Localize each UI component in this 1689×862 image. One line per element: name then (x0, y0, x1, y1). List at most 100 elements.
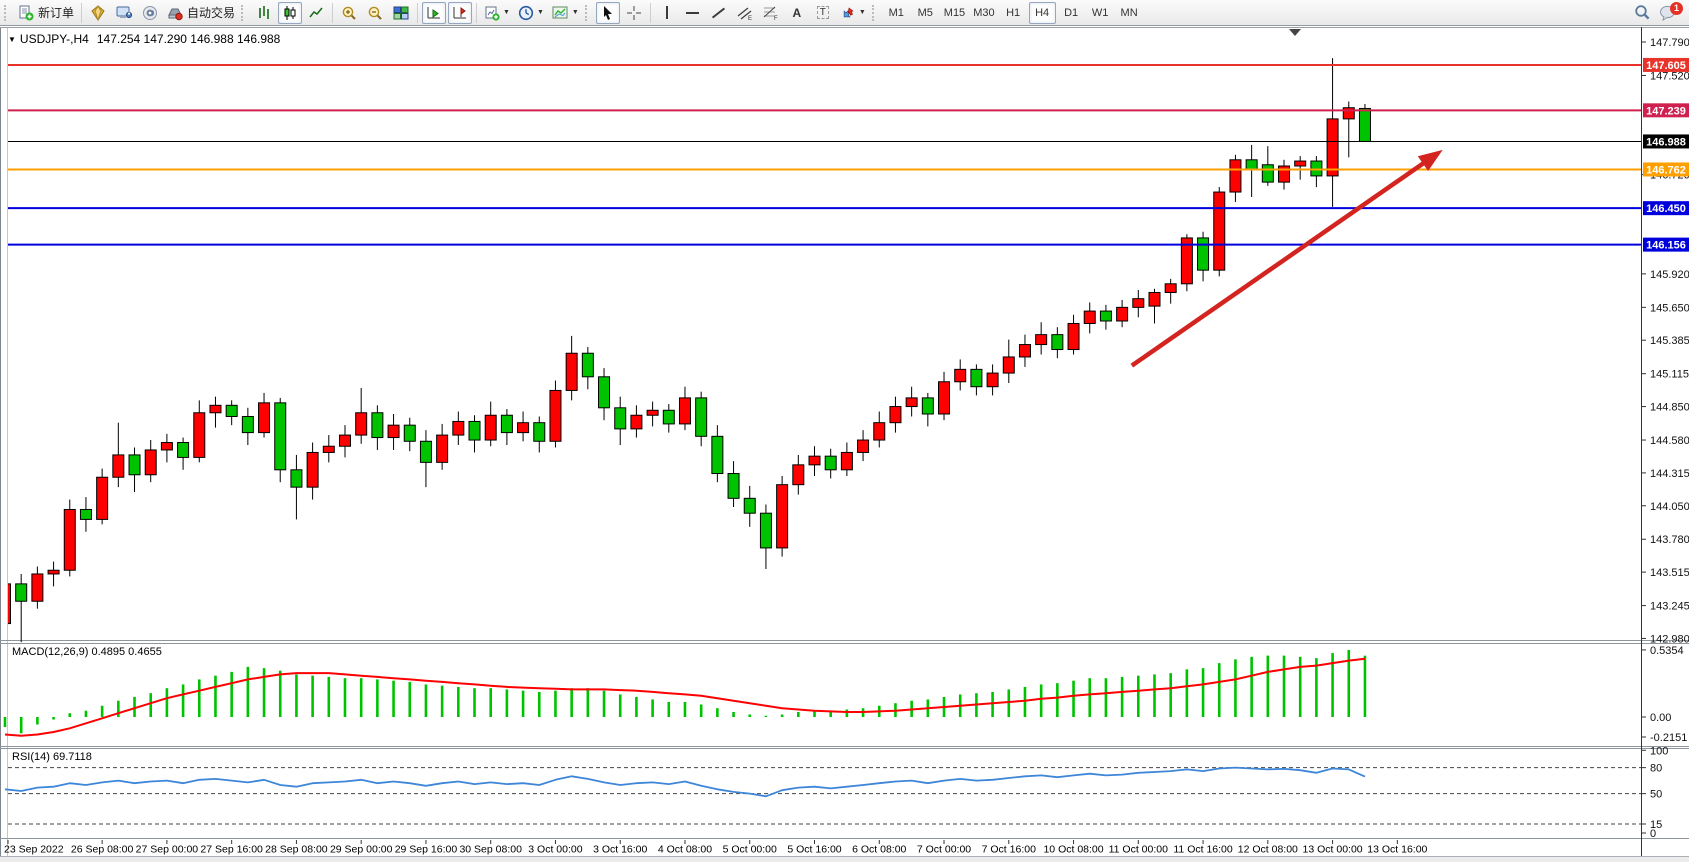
price-line-badge (1643, 162, 1689, 177)
macd-bar (618, 694, 622, 717)
toolbar-grip[interactable] (584, 4, 591, 21)
macd-bar (197, 679, 201, 717)
timeframe-button-W1[interactable]: W1 (1087, 2, 1114, 24)
bar-chart-button[interactable] (252, 2, 276, 24)
horizontal-line-button[interactable] (681, 2, 705, 24)
trendline-button[interactable] (707, 2, 731, 24)
dropdown-caret-icon: ▼ (536, 9, 544, 16)
macd-bar (36, 717, 39, 725)
arrows-dropdown-button[interactable]: ▼ (837, 2, 869, 24)
line-chart-button[interactable] (304, 2, 328, 24)
toolbar-grip[interactable] (871, 4, 878, 21)
timeframes-dropdown-button[interactable]: ▼ (515, 2, 547, 24)
candle-body (338, 434, 351, 447)
zoom-in-button[interactable] (337, 2, 361, 24)
line-chart-icon (309, 7, 323, 17)
chart-shift-icon (453, 6, 467, 18)
candle-body (241, 415, 254, 434)
svg-text:147.239: 147.239 (1646, 105, 1686, 117)
candle-body (355, 412, 368, 436)
svg-text:0: 0 (1650, 828, 1656, 840)
svg-text:13 Oct 16:00: 13 Oct 16:00 (1367, 844, 1427, 856)
macd-bar (230, 671, 233, 717)
timeframe-button-H4[interactable]: H4 (1028, 1, 1056, 24)
search-button[interactable] (1630, 2, 1654, 24)
new-chart-button[interactable]: ▼ (481, 2, 513, 24)
candle-body (403, 424, 416, 442)
candle-body (1099, 310, 1112, 322)
candle-body (31, 573, 44, 602)
equidistant-channel-button[interactable]: E (733, 2, 757, 24)
timeframe-button-M30[interactable]: M30 (970, 2, 997, 24)
candlestick-chart-button[interactable] (278, 1, 303, 24)
trendline-icon (712, 7, 726, 18)
svg-text:5 Oct 16:00: 5 Oct 16:00 (787, 844, 841, 856)
svg-text:30 Sep 08:00: 30 Sep 08:00 (459, 844, 522, 856)
metaeditor-button[interactable] (86, 2, 110, 24)
svg-text:0.00: 0.00 (1650, 712, 1671, 724)
cursor-button[interactable] (595, 1, 620, 24)
candle-body (743, 497, 756, 514)
svg-text:143.515: 143.515 (1650, 567, 1689, 579)
candle-body (1213, 191, 1226, 271)
accounts-button[interactable] (112, 2, 136, 24)
text-label-button[interactable]: T (811, 2, 835, 24)
candle-body (678, 397, 691, 425)
macd-bar (100, 705, 104, 717)
candle-body (96, 476, 109, 520)
crosshair-icon (626, 5, 641, 20)
candle-body (371, 412, 384, 439)
crosshair-button[interactable] (622, 2, 646, 24)
chart-shift-button[interactable] (448, 1, 473, 24)
symbol-period-text: USDJPY-,H4 (19, 32, 89, 46)
toolbar-grip[interactable] (4, 4, 10, 21)
macd-bar (1234, 659, 1237, 717)
separator (476, 2, 478, 23)
macd-bar (829, 710, 832, 717)
candle-body (1148, 291, 1161, 307)
main-toolbar: 新订单 自动交易 ▼ ▼ (0, 0, 1689, 26)
toolbar-grip[interactable] (241, 4, 247, 21)
macd-bar (1250, 656, 1253, 717)
signals-button[interactable] (138, 2, 162, 24)
channel-icon: E (737, 6, 752, 21)
macd-bar (52, 717, 55, 720)
vertical-line-button[interactable] (655, 2, 679, 24)
zoom-out-button[interactable] (363, 2, 387, 24)
notifications-button[interactable]: 1 (1656, 1, 1683, 24)
svg-text:12 Oct 08:00: 12 Oct 08:00 (1238, 844, 1298, 856)
templates-dropdown-button[interactable]: ▼ (549, 2, 582, 24)
fibonacci-button[interactable]: F (759, 2, 783, 24)
macd-bar (1072, 680, 1075, 717)
macd-bar (376, 679, 379, 717)
timeframe-button-D1[interactable]: D1 (1058, 2, 1085, 24)
svg-text:11 Oct 16:00: 11 Oct 16:00 (1173, 844, 1233, 856)
svg-text:145.385: 145.385 (1650, 335, 1689, 347)
date-axis: 23 Sep 2022 26 Sep 08:00 27 Sep 00:00 27 Se… (4, 840, 1428, 856)
timeframe-button-M1[interactable]: M1 (883, 2, 910, 24)
autotrading-icon (168, 8, 183, 20)
timeframe-button-M5[interactable]: M5 (912, 2, 939, 24)
timeframe-button-M15[interactable]: M15 (941, 2, 968, 24)
candle-body (1358, 107, 1371, 142)
notification-badge: 1 (1670, 1, 1683, 15)
symbol-dropdown-icon[interactable]: ▼ (8, 35, 16, 44)
svg-text:-0.2151: -0.2151 (1650, 732, 1687, 744)
timeframe-button-H1[interactable]: H1 (1000, 2, 1027, 24)
timeframe-button-MN[interactable]: MN (1116, 2, 1143, 24)
chart-shift-marker-icon[interactable] (1289, 29, 1301, 36)
candle-body (1067, 322, 1080, 351)
svg-text:28 Sep 08:00: 28 Sep 08:00 (265, 844, 328, 856)
trend-arrow-annotation[interactable] (1130, 149, 1443, 368)
ohlc-bars-icon (259, 5, 269, 19)
text-button[interactable]: A (785, 2, 809, 24)
svg-text:146.450: 146.450 (1646, 203, 1686, 215)
auto-scroll-button[interactable] (422, 1, 447, 24)
tile-windows-button[interactable] (389, 2, 413, 24)
autotrading-button[interactable]: 自动交易 (164, 2, 238, 24)
chart-symbol-title: ▼ USDJPY-,H4 147.254 147.290 146.988 146.9… (8, 32, 280, 46)
candle-body (889, 406, 902, 424)
new-order-button[interactable]: 新订单 (15, 2, 77, 24)
candle-body (47, 569, 60, 575)
